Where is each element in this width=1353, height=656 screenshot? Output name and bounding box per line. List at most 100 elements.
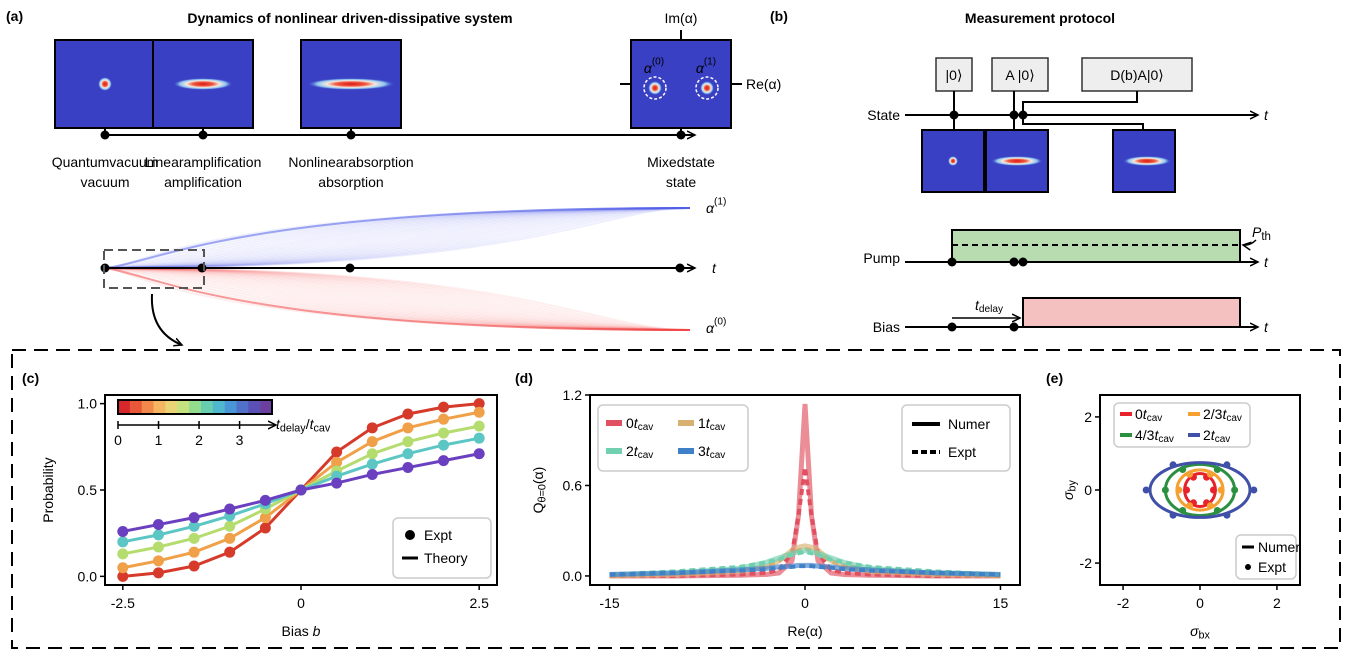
panel-title: Dynamics of nonlinear driven-dissipative… — [187, 10, 512, 26]
trajectory — [104, 267, 691, 331]
text-part: θ=0 — [537, 484, 549, 502]
text-part: 1 — [698, 415, 706, 431]
data-point — [473, 398, 485, 410]
expt-point — [1169, 511, 1177, 519]
dot — [1009, 257, 1019, 267]
trajectory — [104, 267, 691, 331]
legend-label: Expt — [1258, 559, 1286, 575]
text-part: (0) — [714, 316, 726, 327]
colorbar-cell — [177, 400, 190, 414]
legend-label: 2/3tcav — [1203, 406, 1242, 424]
data-point — [188, 532, 200, 544]
text-part: (1) — [704, 56, 716, 67]
text-part: (α) — [530, 467, 546, 484]
x-tick-label: -2.5 — [111, 595, 135, 611]
branch-label: α(1) — [706, 196, 726, 216]
expt-line — [609, 467, 1001, 578]
text-part: t — [634, 443, 639, 459]
legend-label: Numer — [948, 416, 990, 432]
y-tick-label: -2 — [1080, 555, 1093, 571]
state-text: A |0⟩ — [1005, 67, 1034, 83]
trajectory — [104, 207, 691, 269]
data-point — [402, 436, 414, 448]
row-label: State — [867, 107, 900, 123]
y-axis-label: Qθ=0(α) — [530, 467, 549, 514]
data-point — [295, 484, 307, 496]
x-tick-label: -15 — [599, 595, 619, 611]
trajectory — [104, 207, 691, 269]
text-part: 2 — [1203, 427, 1211, 443]
time-label: t — [1264, 107, 1269, 123]
density-blob — [173, 78, 233, 90]
thumbnail — [630, 39, 732, 129]
stage-label: absorption — [318, 174, 383, 190]
colorbar-tick-label: 3 — [236, 432, 244, 448]
time-label: t — [1264, 254, 1269, 270]
legend-label: 0tcav — [1135, 406, 1162, 424]
trajectory — [104, 267, 691, 331]
data-point — [188, 520, 200, 532]
trajectory — [104, 267, 691, 331]
stage-label: Linearamplification — [145, 154, 262, 170]
axes-frame — [104, 394, 498, 586]
data-point — [473, 420, 485, 432]
text-part: cav — [638, 450, 654, 461]
text-part: th — [1261, 231, 1271, 243]
expt-point — [1213, 466, 1221, 474]
dot — [949, 110, 959, 120]
trajectory — [104, 267, 691, 331]
data-point — [117, 525, 129, 537]
panel-label: (c) — [22, 370, 39, 386]
colorbar-cell — [189, 400, 202, 414]
text-part: Mixed — [647, 154, 684, 170]
expt-point — [1250, 486, 1258, 494]
time-label: t — [1264, 319, 1269, 335]
y-tick-label: 1.2 — [563, 387, 583, 403]
legend-label: Expt — [424, 527, 452, 543]
expt-point — [1175, 486, 1183, 494]
text-part: b — [313, 623, 321, 639]
dot — [346, 130, 356, 140]
x-tick-label: 15 — [993, 595, 1009, 611]
stage-label: vacuum — [80, 174, 129, 190]
expt-point — [1206, 470, 1214, 478]
data-point — [117, 548, 129, 560]
data-point — [152, 541, 164, 553]
data-point — [331, 477, 343, 489]
text-part: / — [306, 416, 310, 432]
text-part: cav — [1226, 413, 1242, 424]
trajectory — [104, 207, 691, 269]
colorbar-cell — [260, 400, 273, 414]
stage-label: amplification — [164, 174, 242, 190]
text-part: t — [276, 416, 281, 432]
legend-box — [1113, 402, 1251, 448]
y-tick-label: 0.6 — [563, 477, 583, 493]
dot — [1018, 110, 1028, 120]
trajectory — [104, 267, 691, 331]
trajectory — [104, 207, 691, 269]
text-part: cav — [1158, 434, 1174, 445]
expt-point — [1179, 506, 1187, 514]
y-tick-label: 0 — [1084, 482, 1092, 498]
text-part: Q — [530, 502, 546, 513]
text-part: t — [1211, 427, 1216, 443]
data-point — [152, 555, 164, 567]
expt-point — [1179, 466, 1187, 474]
legend-label: 4/3tcav — [1135, 427, 1174, 445]
data-point — [402, 408, 414, 420]
dot — [197, 263, 207, 273]
data-point — [259, 494, 271, 506]
stage-label: Mixedstate — [647, 154, 715, 170]
text-part: absorption — [348, 154, 413, 170]
text-part: Bias — [282, 623, 313, 639]
expt-point — [1213, 506, 1221, 514]
trajectory — [104, 207, 691, 269]
legend-swatch — [678, 420, 694, 426]
legend-box — [597, 404, 749, 472]
density-blob — [648, 81, 662, 95]
colorbar-cell — [200, 400, 214, 414]
dot — [1009, 322, 1019, 332]
text-part: cav — [638, 422, 654, 433]
data-point — [188, 512, 200, 524]
state-text: D(b)A|0⟩ — [1110, 67, 1163, 83]
